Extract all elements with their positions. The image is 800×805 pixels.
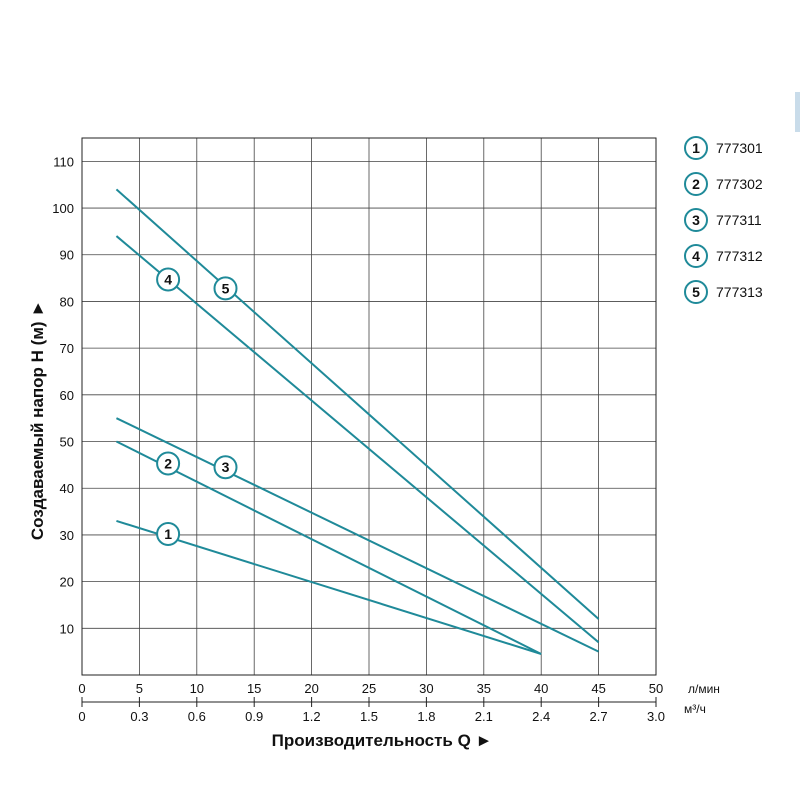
- legend-marker-label: 2: [692, 176, 700, 192]
- series-marker-label: 4: [164, 271, 172, 287]
- series-marker-label: 3: [222, 459, 230, 475]
- series-line-777301: [116, 519, 542, 655]
- legend: 1 777301 2 777302 3 777311 4 777312 5 777313: [684, 136, 763, 304]
- series-marker-777301: [156, 521, 181, 546]
- x-primary-tick-label: 40: [534, 681, 548, 696]
- series-marker-label: 5: [222, 280, 230, 296]
- x-primary-tick-label: 25: [362, 681, 376, 696]
- legend-item-label: 777312: [716, 248, 763, 264]
- y-tick-label: 10: [60, 621, 74, 636]
- legend-marker: [684, 244, 708, 268]
- x-primary-tick-label: 15: [247, 681, 261, 696]
- y-tick-label: 30: [60, 528, 74, 543]
- series-line-777312: [115, 235, 600, 644]
- x-secondary-tick-label: 0: [78, 709, 85, 724]
- x-secondary-tick-label: 1.8: [417, 709, 435, 724]
- x-primary-tick-label: 0: [78, 681, 85, 696]
- y-tick-label: 70: [60, 341, 74, 356]
- y-tick-label: 40: [60, 481, 74, 496]
- x-secondary-tick-label: 0.3: [130, 709, 148, 724]
- legend-marker-label: 1: [692, 140, 700, 156]
- x-secondary-tick-label: 2.7: [590, 709, 608, 724]
- plot-frame: [81, 137, 657, 676]
- y-tick-label: 100: [52, 201, 74, 216]
- series-line-777311: [116, 417, 600, 653]
- x-secondary-tick-label: 1.5: [360, 709, 378, 724]
- series-layer: [115, 188, 600, 655]
- legend-marker-label: 4: [692, 248, 700, 264]
- legend-marker-label: 3: [692, 212, 700, 228]
- series-marker-777302: [156, 451, 181, 476]
- x-secondary-tick-label: 2.1: [475, 709, 493, 724]
- x-primary-tick-label: 50: [649, 681, 663, 696]
- x-primary-tick-label: 35: [477, 681, 491, 696]
- grid: [81, 137, 657, 707]
- legend-item-label: 777313: [716, 284, 763, 300]
- x-secondary-tick-label: 0.9: [245, 709, 263, 724]
- y-tick-label: 80: [60, 294, 74, 309]
- series-marker-label: 1: [164, 526, 172, 542]
- x-primary-tick-label: 20: [304, 681, 318, 696]
- y-tick-label: 110: [53, 154, 74, 169]
- x-axis-title: Производительность Q ►: [272, 731, 493, 750]
- legend-marker: [684, 208, 708, 232]
- x-primary-tick-label: 10: [190, 681, 204, 696]
- x-secondary-unit: м³/ч: [684, 702, 706, 716]
- x-primary-unit: л/мин: [688, 682, 720, 696]
- series-markers: 1 2 3 4 5: [156, 267, 238, 546]
- y-tick-label: 20: [60, 575, 74, 590]
- series-line-777302: [115, 440, 542, 655]
- legend-marker: [684, 136, 708, 160]
- y-axis-title: Создаваемый напор H (м) ►: [28, 300, 47, 540]
- legend-marker: [684, 280, 708, 304]
- series-marker-777312: [156, 267, 181, 292]
- x-secondary-tick-label: 2.4: [532, 709, 550, 724]
- legend-item-label: 777302: [716, 176, 763, 192]
- x-secondary-tick-label: 3.0: [647, 709, 665, 724]
- legend-marker-label: 5: [692, 284, 700, 300]
- x-secondary-tick-label: 0.6: [188, 709, 206, 724]
- legend-item-label: 777301: [716, 140, 763, 156]
- series-marker-label: 2: [164, 455, 172, 471]
- y-tick-label: 50: [60, 435, 74, 450]
- series-marker-777311: [213, 455, 238, 480]
- y-tick-label: 60: [60, 388, 74, 403]
- side-tab: [795, 92, 800, 132]
- x-primary-tick-label: 30: [419, 681, 433, 696]
- y-tick-label: 90: [60, 248, 74, 263]
- x-primary-tick-label: 45: [591, 681, 605, 696]
- x-primary-tick-label: 5: [136, 681, 143, 696]
- legend-item-label: 777311: [716, 212, 762, 228]
- series-line-777313: [115, 188, 600, 620]
- series-marker-777313: [213, 276, 238, 301]
- x-secondary-tick-label: 1.2: [303, 709, 321, 724]
- legend-marker: [684, 172, 708, 196]
